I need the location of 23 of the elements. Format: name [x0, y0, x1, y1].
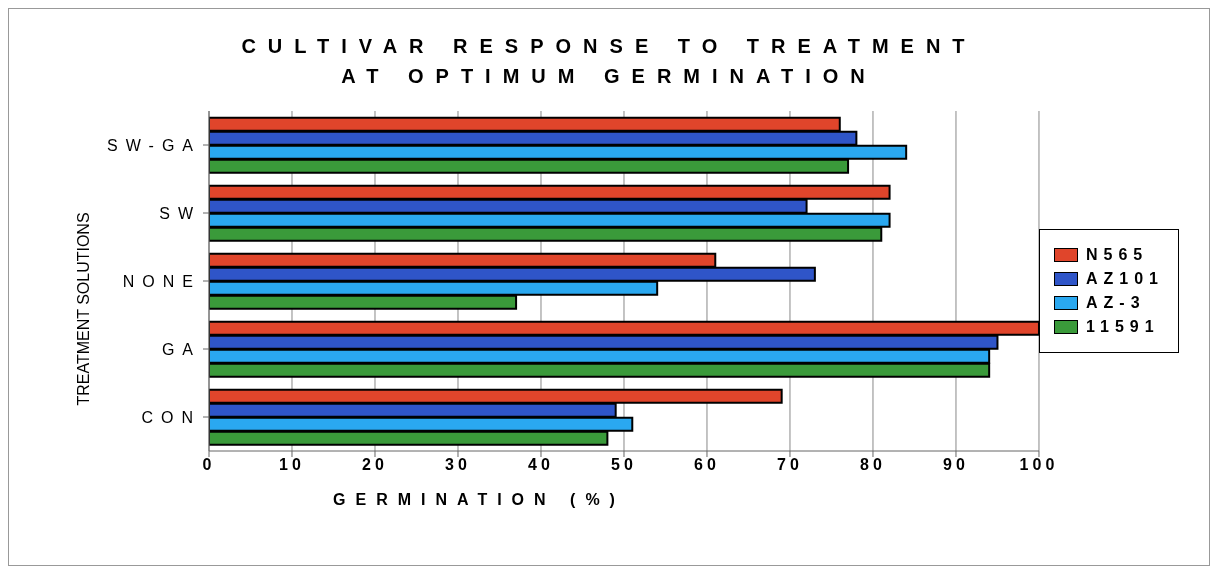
legend-label: 11591 — [1085, 318, 1160, 336]
y-tick-label: GA — [161, 340, 201, 358]
chart-title: CULTIVAR RESPONSE TO TREATMENT AT OPTIMUM GERMINATION — [240, 34, 978, 89]
legend-label: AZ-3 — [1085, 294, 1146, 312]
x-tick-label: 20 — [362, 456, 388, 474]
y-axis-title: TREATMENT SOLUTIONS — [75, 212, 93, 406]
y-tick-label: NONE — [122, 272, 201, 290]
x-tick-label: 100 — [1019, 456, 1059, 474]
x-tick-label: 40 — [528, 456, 554, 474]
x-tick-label: 70 — [777, 456, 803, 474]
x-axis-title: GERMINATION (%) — [332, 491, 626, 509]
x-tick-label: 50 — [611, 456, 637, 474]
x-tick-label: 30 — [445, 456, 471, 474]
y-tick-label: SW-GA — [107, 136, 201, 154]
x-tick-label: 10 — [279, 456, 305, 474]
legend-label: N565 — [1085, 246, 1149, 264]
x-tick-label: 90 — [943, 456, 969, 474]
x-tick-label: 80 — [860, 456, 886, 474]
y-tick-label: SW — [159, 204, 201, 222]
x-tick-label: 0 — [202, 456, 216, 474]
legend-label: AZ101 — [1085, 270, 1164, 288]
y-tick-label: CON — [141, 408, 201, 426]
x-tick-label: 60 — [694, 456, 720, 474]
